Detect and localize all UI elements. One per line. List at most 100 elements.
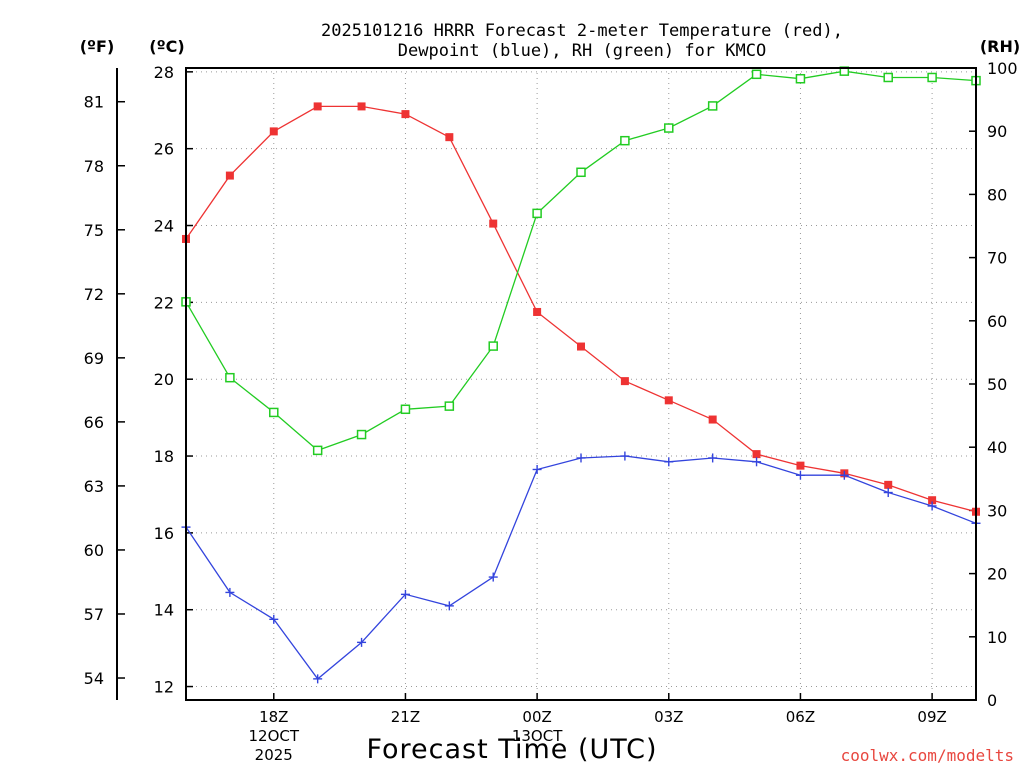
time-tick-label: 00Z [522, 708, 551, 726]
dewpoint-point [839, 470, 849, 480]
rh-tick-label: 60 [987, 312, 1007, 331]
dewpoint-point [532, 464, 542, 474]
rh-point [488, 341, 498, 351]
celsius-axis: 12 14 16 18 20 22 24 26 28 [154, 63, 193, 697]
fahrenheit-tick-label: 57 [84, 605, 104, 624]
rh-tick-label: 20 [987, 565, 1007, 584]
rh-point [356, 429, 367, 440]
fahrenheit-tick-label: 75 [84, 221, 104, 240]
fahrenheit-tick-label: 60 [84, 541, 104, 560]
dewpoint-point [225, 587, 235, 597]
temperature-point [445, 133, 454, 142]
rh-point [225, 372, 235, 383]
time-tick-label: 18Z [259, 708, 288, 726]
fahrenheit-axis: 54 57 60 63 66 69 72 75 78 81 [84, 93, 125, 688]
rh-tick-label: 50 [987, 375, 1007, 394]
rh-point [312, 445, 323, 456]
x-axis-label: Forecast Time (UTC) [366, 734, 657, 765]
rh-axis: 0 10 20 30 40 50 60 70 80 90 100 [969, 59, 1018, 710]
rh-tick-label: 90 [987, 122, 1007, 141]
celsius-tick-label: 14 [154, 601, 174, 620]
rh-point [751, 69, 762, 80]
rh-unit-label: (RH) [980, 37, 1020, 56]
fahrenheit-unit-label: (ºF) [80, 37, 115, 56]
celsius-tick-label: 18 [154, 447, 174, 466]
fahrenheit-tick-label: 81 [84, 93, 104, 112]
fahrenheit-tick-label: 72 [84, 285, 104, 304]
gridlines [186, 68, 976, 700]
rh-point [883, 72, 893, 83]
rh-tick-label: 80 [987, 185, 1007, 204]
series-rh [181, 66, 981, 456]
rh-point [620, 135, 630, 146]
series-dewpoint [181, 451, 981, 684]
temperature-point [313, 102, 322, 111]
temperature-point [928, 496, 937, 505]
celsius-unit-label: (ºC) [149, 37, 184, 56]
plot-frame [185, 67, 977, 701]
time-tick-label: 06Z [786, 708, 815, 726]
credit-text: coolwx.com/modelts [841, 746, 1014, 765]
rh-point [532, 208, 542, 219]
fahrenheit-tick-label: 66 [84, 413, 104, 432]
rh-point [707, 101, 718, 111]
rh-point [795, 73, 806, 84]
dewpoint-point [883, 488, 893, 498]
time-tick-date: 12OCT [249, 727, 300, 745]
time-tick-label: 21Z [391, 708, 420, 726]
dewpoint-point [620, 451, 630, 461]
dewpoint-point [269, 614, 279, 624]
celsius-tick-label: 28 [154, 63, 174, 82]
time-tick-label: 03Z [654, 708, 683, 726]
dewpoint-point [357, 637, 367, 647]
rh-point [576, 167, 586, 178]
rh-tick-label: 100 [987, 59, 1018, 78]
time-tick-label: 09Z [917, 708, 946, 726]
fahrenheit-tick-label: 54 [84, 669, 104, 688]
rh-tick-label: 40 [987, 438, 1007, 457]
temperature-point [752, 450, 761, 459]
temperature-point [401, 110, 410, 119]
temperature-point [489, 219, 498, 228]
dewpoint-point [313, 674, 323, 684]
temperature-point [357, 102, 366, 111]
temperature-point [884, 480, 893, 489]
rh-tick-label: 10 [987, 628, 1007, 647]
fahrenheit-tick-label: 63 [84, 477, 104, 496]
dewpoint-point [488, 572, 498, 582]
time-tick-year: 2025 [255, 746, 293, 764]
rh-point [444, 401, 455, 411]
dewpoint-point [708, 453, 718, 463]
rh-point [927, 72, 937, 83]
rh-point [400, 404, 411, 415]
celsius-tick-label: 22 [154, 293, 174, 312]
temperature-point [620, 377, 629, 386]
celsius-tick-label: 26 [154, 140, 174, 159]
rh-tick-label: 0 [987, 691, 997, 710]
celsius-tick-label: 16 [154, 524, 174, 543]
celsius-tick-label: 20 [154, 370, 174, 389]
temperature-line [185, 105, 977, 513]
temperature-point [577, 342, 585, 351]
temperature-point [533, 307, 542, 316]
temperature-point [225, 171, 234, 180]
dewpoint-point [927, 501, 937, 511]
celsius-tick-label: 12 [154, 678, 174, 697]
temperature-point [796, 461, 805, 470]
fahrenheit-tick-label: 78 [84, 157, 104, 176]
dewpoint-point [444, 601, 454, 611]
series-layer [181, 66, 981, 684]
rh-line [185, 70, 977, 452]
rh-tick-label: 70 [987, 249, 1007, 268]
rh-tick-label: 30 [987, 501, 1007, 520]
temperature-point [269, 127, 278, 136]
time-tick-date: 13OCT [512, 727, 563, 745]
rh-point [664, 123, 674, 133]
fahrenheit-tick-label: 69 [84, 349, 104, 368]
dewpoint-line [185, 455, 977, 680]
rh-point [269, 407, 279, 418]
celsius-tick-label: 24 [154, 217, 174, 236]
temperature-point [708, 415, 717, 424]
